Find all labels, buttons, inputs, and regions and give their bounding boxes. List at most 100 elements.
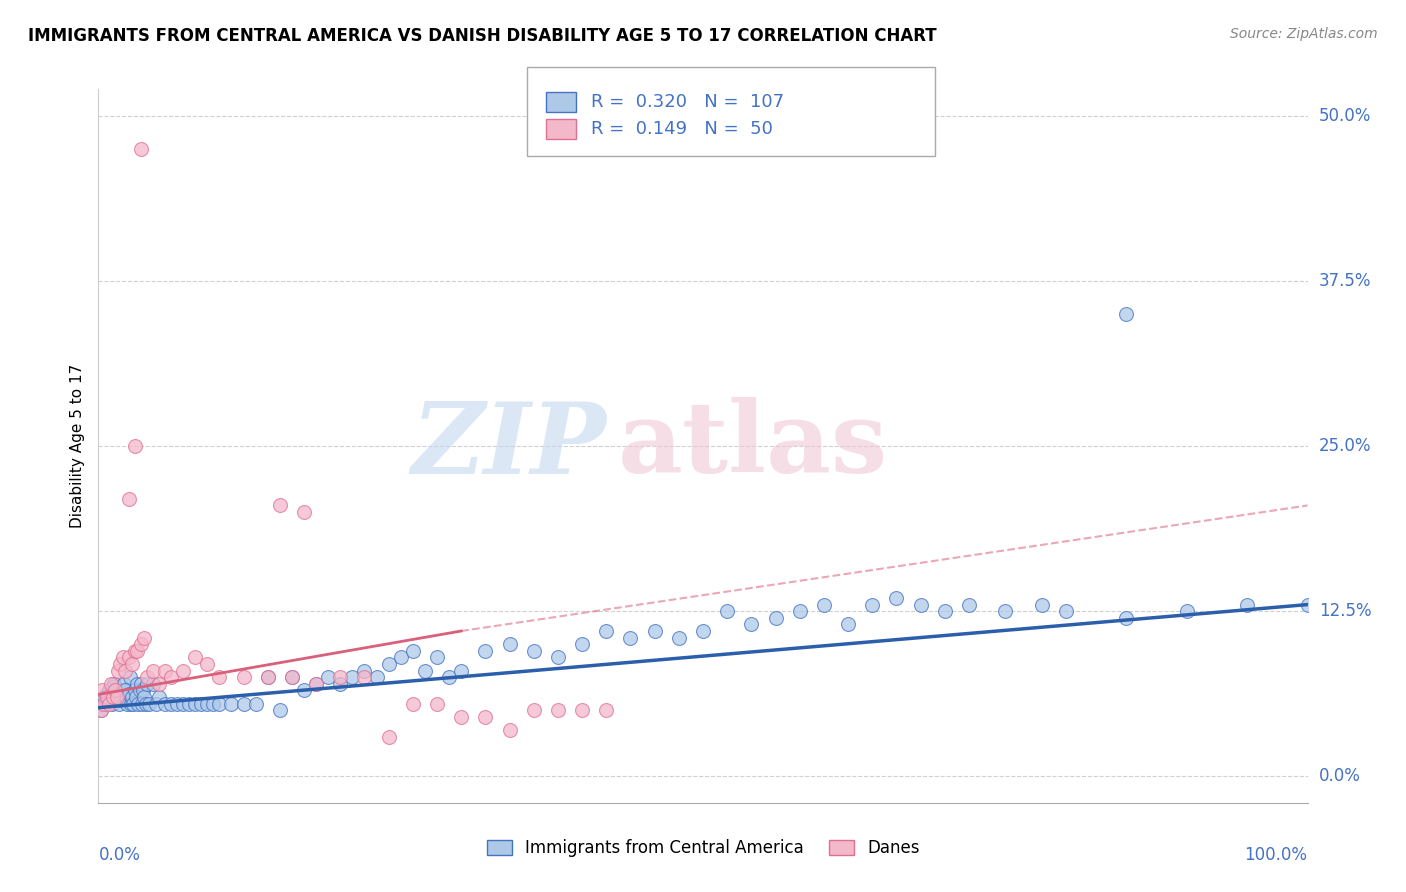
Point xyxy=(208,697,231,711)
Point xyxy=(148,677,170,691)
Point xyxy=(114,664,136,678)
Point xyxy=(413,664,436,678)
Point xyxy=(571,637,593,651)
Point xyxy=(208,670,231,684)
Text: R =  0.320   N =  107: R = 0.320 N = 107 xyxy=(591,93,783,111)
Point xyxy=(329,677,352,691)
Point xyxy=(94,697,117,711)
Point xyxy=(437,670,460,684)
Point xyxy=(101,680,124,694)
Point xyxy=(172,697,194,711)
Point xyxy=(129,637,152,651)
Point xyxy=(1175,604,1198,618)
Point xyxy=(110,692,132,706)
Point xyxy=(292,505,315,519)
Point xyxy=(127,677,149,691)
Point xyxy=(994,604,1017,618)
Point xyxy=(1115,307,1137,321)
Point xyxy=(91,697,114,711)
Text: Source: ZipAtlas.com: Source: ZipAtlas.com xyxy=(1230,27,1378,41)
Point xyxy=(138,697,160,711)
Point xyxy=(498,637,520,651)
Point xyxy=(837,617,859,632)
Point xyxy=(128,683,150,698)
Point xyxy=(232,697,254,711)
Point xyxy=(860,598,883,612)
Point xyxy=(547,703,569,717)
Point xyxy=(112,677,135,691)
Point xyxy=(221,697,243,711)
Point xyxy=(105,690,128,704)
Point xyxy=(118,688,141,702)
Point xyxy=(127,644,149,658)
Point xyxy=(523,703,546,717)
Point xyxy=(91,692,114,706)
Point xyxy=(96,688,118,702)
Point xyxy=(256,670,278,684)
Point xyxy=(813,598,835,612)
Point xyxy=(129,142,152,156)
Text: 50.0%: 50.0% xyxy=(1319,107,1371,125)
Point xyxy=(329,670,352,684)
Point xyxy=(957,598,980,612)
Point xyxy=(100,690,122,704)
Text: atlas: atlas xyxy=(619,398,889,494)
Point xyxy=(1054,604,1077,618)
Point xyxy=(190,697,212,711)
Point xyxy=(101,690,124,704)
Point xyxy=(619,631,641,645)
Point xyxy=(342,670,364,684)
Point xyxy=(134,631,156,645)
Legend: Immigrants from Central America, Danes: Immigrants from Central America, Danes xyxy=(478,831,928,866)
Point xyxy=(281,670,304,684)
Text: 0.0%: 0.0% xyxy=(98,846,141,863)
Text: 0.0%: 0.0% xyxy=(1319,767,1361,785)
Point xyxy=(108,697,131,711)
Text: 12.5%: 12.5% xyxy=(1319,602,1371,620)
Point xyxy=(118,491,141,506)
Point xyxy=(740,617,762,632)
Point xyxy=(1031,598,1053,612)
Point xyxy=(108,688,131,702)
Point xyxy=(450,664,472,678)
Point xyxy=(145,697,167,711)
Point xyxy=(98,683,121,698)
Point xyxy=(107,690,129,704)
Point xyxy=(121,657,143,671)
Point xyxy=(172,664,194,678)
Point xyxy=(377,657,399,671)
Point xyxy=(93,690,115,704)
Point xyxy=(124,683,146,698)
Point xyxy=(142,664,165,678)
Point xyxy=(179,697,201,711)
Point xyxy=(547,650,569,665)
Point xyxy=(498,723,520,738)
Point xyxy=(910,598,932,612)
Point xyxy=(127,697,149,711)
Point xyxy=(148,690,170,704)
Point xyxy=(131,697,153,711)
Point xyxy=(716,604,738,618)
Point xyxy=(402,644,425,658)
Point xyxy=(160,697,183,711)
Point xyxy=(121,690,143,704)
Point xyxy=(124,644,146,658)
Point xyxy=(232,670,254,684)
Point xyxy=(195,657,218,671)
Point xyxy=(129,677,152,691)
Point xyxy=(111,650,134,665)
Point xyxy=(316,670,339,684)
Point xyxy=(281,670,304,684)
Point xyxy=(269,499,291,513)
Point xyxy=(108,657,131,671)
Point xyxy=(595,624,617,638)
Point xyxy=(105,692,128,706)
Point xyxy=(1236,598,1258,612)
Point xyxy=(934,604,956,618)
Point xyxy=(474,644,496,658)
Point xyxy=(122,697,145,711)
Point xyxy=(135,677,157,691)
Point xyxy=(305,677,328,691)
Point xyxy=(153,697,176,711)
Text: ZIP: ZIP xyxy=(412,398,606,494)
